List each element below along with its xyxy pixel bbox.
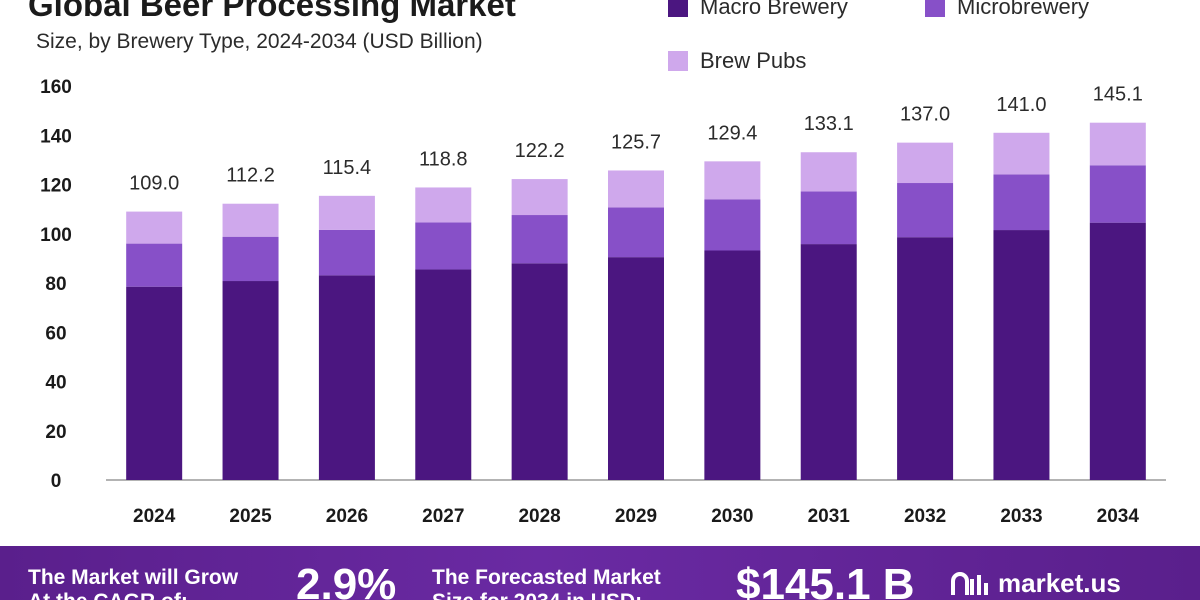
bar-microbrewery-2028 [511,215,568,264]
cagr-caption-line2: At the CAGR of: [28,590,238,600]
bar-brew-pubs-2028 [511,179,568,216]
bar-microbrewery-2025 [222,236,279,282]
bar-brew-pubs-2025 [222,203,279,237]
cagr-value: 2.9% [296,560,397,600]
x-tick-label-2028: 2028 [518,506,560,527]
cagr-caption-line1: The Market will Grow [28,566,239,589]
bar-macro-brewery-2031 [800,244,857,480]
bar-microbrewery-2027 [415,222,472,270]
bar-brew-pubs-2027 [415,187,472,223]
total-label-2025: 112.2 [226,165,275,187]
legend-item-brew-pubs: Brew Pubs [668,48,806,74]
x-tick-label-2026: 2026 [326,506,368,527]
x-tick-label-2034: 2034 [1097,506,1140,527]
x-tick-label-2025: 2025 [229,506,272,527]
bar-brew-pubs-2031 [800,152,857,192]
bar-macro-brewery-2032 [897,237,954,480]
y-tick-label: 140 [40,126,72,147]
stacked-bar-chart: 0 20 40 60 80 100 120 140 160 109.0 2024 112.2 2025 1… [40,77,1166,527]
bar-macro-brewery-2029 [608,257,664,480]
bar-brew-pubs-2033 [993,132,1050,175]
legend-item-microbrewery: Microbrewery [925,0,1089,20]
bar-microbrewery-2024 [126,243,183,287]
legend-swatch-macro-brewery [668,0,688,17]
forecast-caption-line1: The Forecasted Market [432,566,661,589]
forecast-caption: The Forecasted Market Size for 2034 in U… [432,566,661,600]
total-label-2029: 125.7 [611,131,661,153]
y-tick-label: 20 [45,422,66,443]
x-tick-label-2033: 2033 [1000,506,1042,527]
y-tick-label: 120 [40,176,72,197]
y-tick-label: 100 [40,225,72,246]
legend-swatch-brew-pubs [668,51,688,71]
x-tick-label-2032: 2032 [904,506,946,527]
bar-brew-pubs-2034 [1089,122,1146,166]
bar-macro-brewery-2033 [993,230,1050,480]
forecast-value: $145.1 B [736,560,915,600]
y-tick-label: 60 [45,323,66,344]
cagr-caption: The Market will Grow At the CAGR of: [28,566,238,600]
y-tick-label: 0 [51,471,62,492]
bar-microbrewery-2026 [318,229,375,276]
total-label-2032: 137.0 [900,104,950,126]
bar-macro-brewery-2028 [511,263,568,480]
total-label-2033: 141.0 [996,94,1046,116]
x-tick-label-2031: 2031 [808,506,851,527]
total-label-2034: 145.1 [1093,84,1143,106]
x-tick-label-2029: 2029 [615,506,657,527]
bar-microbrewery-2033 [993,174,1050,231]
bar-microbrewery-2030 [704,199,761,251]
brand-name: market.us [998,568,1121,598]
total-label-2026: 115.4 [323,157,372,179]
bar-brew-pubs-2026 [318,195,375,230]
bar-microbrewery-2031 [800,191,857,245]
legend-label-microbrewery: Microbrewery [957,0,1090,19]
bar-macro-brewery-2025 [222,281,279,480]
bar-macro-brewery-2034 [1089,222,1146,480]
chart-subtitle: Size, by Brewery Type, 2024-2034 (USD Bi… [36,30,483,53]
bar-macro-brewery-2026 [318,275,375,480]
bar-macro-brewery-2024 [126,286,183,480]
legend-item-macro-brewery: Macro Brewery [668,0,848,20]
footer-banner: The Market will Grow At the CAGR of: 2.9… [0,546,1200,600]
legend-label-brew-pubs: Brew Pubs [700,48,807,73]
total-label-2027: 118.8 [419,148,468,170]
total-label-2031: 133.1 [804,113,854,135]
x-tick-label-2030: 2030 [711,506,753,527]
y-tick-label: 160 [40,77,72,98]
forecast-caption-line2: Size for 2034 in USD: [432,590,661,600]
y-tick-label: 80 [45,274,66,295]
total-label-2024: 109.0 [129,173,179,195]
bar-brew-pubs-2032 [897,142,954,184]
bar-macro-brewery-2030 [704,250,761,480]
bar-macro-brewery-2027 [415,269,472,480]
total-label-2030: 129.4 [707,122,757,144]
bar-brew-pubs-2029 [608,170,664,208]
bar-brew-pubs-2024 [126,211,183,244]
bar-microbrewery-2032 [897,183,954,238]
legend-swatch-microbrewery [925,0,945,17]
bar-microbrewery-2029 [608,207,664,258]
bar-microbrewery-2034 [1089,165,1146,223]
x-tick-label-2024: 2024 [133,506,176,527]
x-tick-label-2027: 2027 [422,506,464,527]
chart-title: Global Beer Processing Market [28,0,516,23]
brand-logo[interactable]: market.us [950,568,1121,599]
y-tick-label: 40 [45,373,66,394]
bar-brew-pubs-2030 [704,161,761,200]
market-us-icon [951,571,988,595]
total-label-2028: 122.2 [515,140,565,162]
legend-label-macro-brewery: Macro Brewery [700,0,848,19]
